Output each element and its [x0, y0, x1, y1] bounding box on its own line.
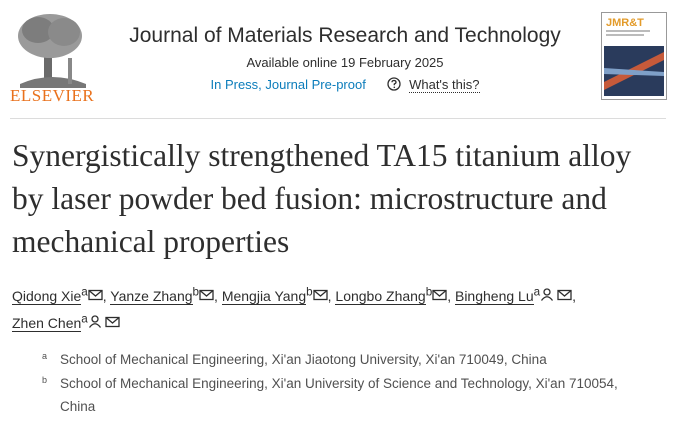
status-row: In Press, Journal Pre-proof What's this?	[100, 77, 590, 93]
availability: Available online 19 February 2025	[246, 55, 444, 70]
journal-title[interactable]: Journal of Materials Research and Techno…	[129, 24, 561, 47]
help-link[interactable]: What's this?	[409, 77, 480, 93]
separator: ,	[447, 287, 452, 304]
email-icon[interactable]	[199, 289, 214, 301]
divider	[10, 118, 666, 119]
author-affiliation: b	[425, 285, 433, 298]
affiliation-label: a	[42, 351, 48, 361]
separator: ,	[327, 287, 332, 304]
author: Zhen Chena	[12, 312, 120, 333]
author-name[interactable]: Longbo Zhang	[335, 287, 426, 305]
affiliation-label: b	[42, 374, 48, 385]
author-list: Qidong Xiea, Yanze Zhangb, Mengjia Yangb…	[12, 280, 672, 335]
email-icon[interactable]	[105, 316, 120, 328]
affiliation-text: School of Mechanical Engineering, Xi'an …	[60, 352, 547, 367]
email-icon[interactable]	[432, 289, 447, 301]
author-affiliation: a	[533, 285, 541, 298]
publisher-logo[interactable]	[10, 10, 94, 106]
author-affiliation: b	[192, 285, 200, 298]
author-affiliation: b	[306, 285, 313, 298]
author-name[interactable]: Mengjia Yang	[221, 287, 307, 305]
author-name[interactable]: Zhen Chen	[12, 315, 82, 333]
author-affiliation: a	[81, 285, 88, 298]
author: Bingheng Lua,	[454, 285, 576, 305]
author-affiliation: a	[81, 312, 88, 326]
email-icon[interactable]	[312, 289, 328, 301]
separator: ,	[102, 287, 107, 304]
affiliation: a School of Mechanical Engineering, Xi'an…	[42, 348, 662, 372]
author: Longbo Zhangb,	[335, 285, 452, 305]
person-icon[interactable]	[88, 315, 102, 329]
separator: ,	[214, 287, 218, 304]
author-name[interactable]: Bingheng Lu	[454, 287, 534, 305]
separator: ,	[572, 287, 576, 304]
person-icon[interactable]	[540, 288, 554, 301]
journal-cover[interactable]: JMR&T	[601, 12, 667, 100]
help-icon[interactable]	[387, 77, 402, 91]
article-title: Synergistically strengthened TA15 titani…	[12, 138, 632, 259]
email-icon[interactable]	[88, 289, 103, 301]
affiliation: b School of Mechanical Engineering, Xi'an…	[42, 372, 662, 419]
author: Yanze Zhangb,	[110, 285, 218, 305]
author: Mengjia Yangb,	[221, 285, 332, 305]
status-link[interactable]: In Press, Journal Pre-proof	[210, 77, 366, 92]
affiliation-list: a School of Mechanical Engineering, Xi'an…	[42, 348, 662, 419]
affiliation-text: School of Mechanical Engineering, Xi'an …	[60, 375, 618, 415]
cover-label: JMR&T	[606, 17, 644, 29]
author: Qidong Xiea,	[12, 285, 107, 305]
author-name[interactable]: Qidong Xie	[12, 287, 82, 305]
author-name[interactable]: Yanze Zhang	[110, 287, 193, 305]
publisher-name: ELSEVIER	[10, 86, 95, 105]
email-icon[interactable]	[557, 289, 572, 301]
